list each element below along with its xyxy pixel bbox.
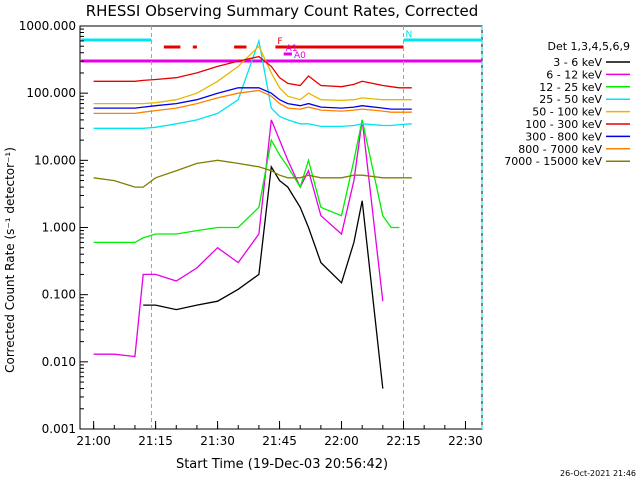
legend-entry-label: 800 - 7000 keV — [518, 143, 602, 156]
legend-title: Det 1,3,4,5,6,9 — [547, 40, 630, 53]
x-tick-label: 21:15 — [138, 434, 173, 448]
series-line-8 — [93, 159, 412, 188]
x-tick-label: 21:45 — [262, 434, 297, 448]
legend-entry-label: 6 - 12 keV — [546, 68, 602, 81]
series-line-7 — [93, 89, 412, 115]
legend-entry-label: 12 - 25 keV — [539, 81, 602, 94]
x-tick-label: 21:30 — [200, 434, 235, 448]
flag-label-n: N — [406, 30, 413, 40]
y-tick-label: 0.001 — [42, 422, 76, 436]
chart-title: RHESSI Observing Summary Count Rates, Co… — [86, 2, 479, 20]
series-line-6 — [93, 87, 412, 110]
legend-entry-label: 100 - 300 keV — [525, 118, 602, 131]
x-tick-label: 22:30 — [448, 434, 483, 448]
flag-label-a0: A0 — [294, 51, 306, 61]
x-axis-label: Start Time (19-Dec-03 20:56:42) — [176, 457, 388, 472]
legend-entry-label: 3 - 6 keV — [553, 56, 602, 69]
series-line-0 — [143, 164, 384, 389]
legend-entry-label: 7000 - 15000 keV — [504, 155, 602, 168]
series-layer — [93, 38, 412, 389]
y-axis-ticks: 1000.000 100.000 10.000 1.000 0.100 0.010 0.00… — [19, 19, 88, 436]
y-tick-label: 0.010 — [42, 355, 76, 369]
series-line-3 — [93, 38, 412, 129]
footer-date: 26-Oct-2021 21:46 — [560, 469, 636, 478]
legend-entry-label: 300 - 800 keV — [525, 130, 602, 143]
x-tick-label: 22:15 — [386, 434, 421, 448]
flag-label-a1: A1 — [286, 44, 298, 54]
y-tick-label: 1.000 — [42, 221, 76, 235]
x-tick-label: 22:00 — [324, 434, 359, 448]
y-tick-label: 10.000 — [34, 153, 76, 167]
y-tick-label: 0.100 — [42, 288, 76, 302]
x-tick-label: 21:00 — [76, 434, 111, 448]
legend-entry-label: 25 - 50 keV — [539, 93, 602, 106]
y-axis-label: Corrected Count Rate (s⁻¹ detector⁻¹) — [3, 147, 17, 373]
y-tick-label: 100.000 — [26, 86, 76, 100]
series-line-5 — [93, 55, 412, 89]
legend-entry-label: 50 - 100 keV — [532, 106, 602, 119]
series-line-4 — [93, 45, 412, 105]
series-line-2 — [93, 119, 400, 244]
flag-label-f: F — [277, 37, 282, 47]
y-tick-label: 1000.000 — [19, 19, 76, 33]
x-axis-ticks: 21:00 21:15 21:30 21:45 22:00 22:15 22:30 — [76, 421, 483, 448]
